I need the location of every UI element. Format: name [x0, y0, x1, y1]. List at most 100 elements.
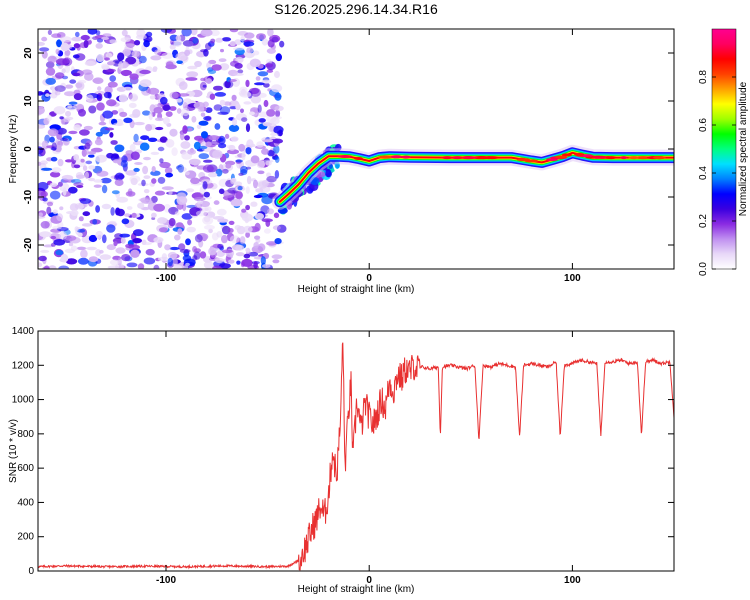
noise-blob [261, 38, 269, 46]
noise-blob [68, 186, 78, 194]
noise-blob [205, 107, 213, 113]
noise-blob [169, 128, 178, 137]
noise-blob [45, 93, 50, 97]
noise-blob [73, 43, 81, 49]
noise-blob [182, 40, 195, 47]
noise-blob [232, 72, 244, 76]
noise-blob [175, 52, 187, 61]
noise-blob [72, 54, 80, 59]
noise-blob [81, 223, 93, 227]
noise-blob [124, 43, 136, 48]
noise-blob [88, 151, 96, 155]
noise-blob [246, 175, 252, 185]
noise-blob [252, 50, 260, 56]
noise-blob [208, 247, 217, 256]
noise-blob [150, 170, 161, 176]
noise-blob [218, 143, 227, 149]
spectrogram-y-ticks: -20 -10 0 10 20 [23, 47, 674, 252]
noise-blob [75, 82, 83, 89]
noise-blob [187, 219, 193, 226]
noise-blob [73, 93, 83, 101]
noise-blob [202, 164, 214, 173]
noise-blob [169, 91, 179, 99]
noise-blob [65, 159, 73, 163]
noise-blob [274, 70, 280, 79]
noise-blob [108, 39, 118, 44]
noise-blob [57, 181, 63, 187]
noise-blob [266, 175, 277, 183]
noise-blob [135, 34, 147, 40]
noise-blob [151, 166, 156, 173]
ridge-peak [450, 156, 465, 160]
noise-blob [239, 86, 248, 93]
noise-blob [154, 49, 162, 56]
noise-blob [121, 29, 128, 37]
noise-blob [114, 144, 125, 153]
colorbar-tick-label: 0.0 [698, 262, 709, 276]
noise-blob [221, 37, 232, 42]
ridge-peak [605, 156, 617, 160]
noise-blob [74, 226, 79, 232]
noise-blob [138, 55, 147, 64]
noise-blob [73, 164, 81, 169]
noise-blob [153, 203, 166, 212]
noise-blob [179, 248, 191, 254]
noise-blob [203, 159, 213, 163]
noise-blob [45, 61, 55, 69]
noise-blob [180, 141, 191, 149]
noise-blob [193, 101, 205, 109]
noise-blob [131, 212, 137, 218]
noise-blob [186, 226, 196, 233]
noise-blob [213, 85, 223, 91]
noise-blob [165, 172, 174, 178]
noise-blob [153, 237, 164, 243]
noise-blob [204, 206, 212, 212]
noise-blob [40, 221, 50, 229]
noise-blob [154, 117, 164, 122]
noise-blob [102, 234, 107, 244]
noise-blob [185, 77, 198, 81]
noise-blob [70, 245, 78, 252]
noise-blob [205, 141, 212, 147]
noise-blob [78, 109, 86, 117]
noise-blob [188, 158, 201, 166]
noise-blob [121, 254, 131, 262]
noise-blob [126, 262, 138, 268]
noise-blob [211, 64, 222, 71]
noise-blob [52, 225, 62, 230]
noise-blob [133, 121, 145, 126]
noise-blob [275, 53, 282, 62]
noise-blob [279, 40, 285, 48]
noise-blob [190, 29, 198, 36]
noise-blob [95, 30, 101, 36]
noise-blob [194, 135, 204, 141]
colorbar-tick-label: 0.4 [698, 166, 709, 180]
noise-blob [161, 253, 167, 261]
noise-blob [141, 179, 146, 187]
noise-blob [245, 231, 251, 238]
noise-blob [49, 171, 61, 178]
noise-blob [274, 238, 282, 245]
noise-blob [60, 42, 70, 52]
noise-blob [99, 249, 104, 254]
noise-blob [161, 52, 173, 59]
noise-blob [191, 116, 197, 123]
noise-blob [262, 122, 272, 127]
noise-blob [208, 172, 218, 178]
noise-blob [164, 167, 173, 174]
ridge-peak [574, 152, 585, 156]
noise-blob [96, 38, 104, 43]
noise-blob [108, 220, 117, 225]
noise-blob [263, 228, 271, 234]
noise-blob [86, 246, 97, 251]
noise-blob [205, 78, 212, 84]
noise-blob [210, 38, 216, 44]
noise-blob [95, 131, 103, 137]
noise-blob [266, 69, 274, 73]
noise-blob [267, 150, 275, 157]
noise-blob [241, 258, 253, 267]
noise-blob [177, 228, 183, 235]
noise-blob [49, 136, 55, 143]
noise-blob [237, 69, 244, 74]
